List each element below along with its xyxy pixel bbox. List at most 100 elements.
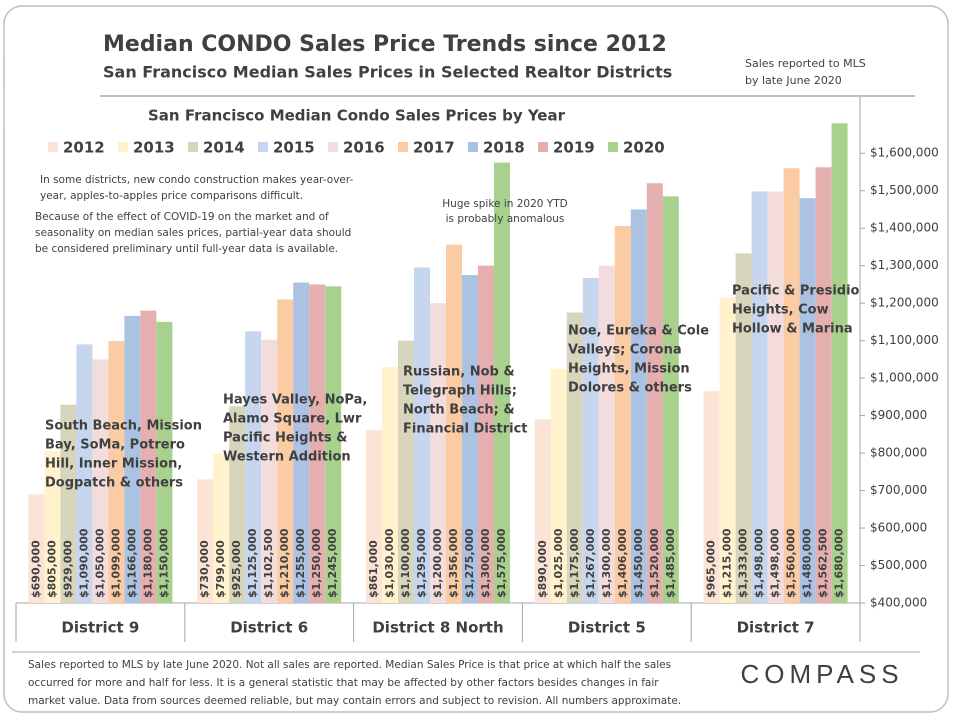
x-tick-label: District 8 North xyxy=(372,619,503,637)
bar xyxy=(430,303,446,603)
value-label: $730,000 xyxy=(198,540,211,598)
legend-label: 2013 xyxy=(133,139,175,157)
y-tick-label: $1,100,000 xyxy=(870,333,939,347)
value-label: $1,300,000 xyxy=(600,528,613,598)
legend-label: 2015 xyxy=(273,139,315,157)
logo: COMPASS xyxy=(740,659,903,689)
annotation: Bay, SoMa, Potrero xyxy=(45,438,185,453)
annotation: Russian, Nob & xyxy=(403,365,515,380)
value-label: $1,356,000 xyxy=(447,528,460,598)
bar xyxy=(783,168,800,603)
bar xyxy=(366,430,382,603)
value-label: $1,520,000 xyxy=(648,528,661,598)
bar xyxy=(197,479,214,603)
value-label: $1,050,000 xyxy=(93,528,106,598)
legend-label: 2017 xyxy=(413,139,455,157)
value-label: $1,030,000 xyxy=(383,528,396,598)
value-label: $1,450,000 xyxy=(632,528,645,598)
annotation: year, apples-to-apples price comparisons… xyxy=(40,190,303,202)
annotation: In some districts, new condo constructio… xyxy=(40,174,354,186)
annotation: Hill, Inner Mission, xyxy=(45,457,182,472)
bar xyxy=(478,265,494,603)
annotation: Huge spike in 2020 YTD xyxy=(442,198,567,210)
value-label: $925,000 xyxy=(230,540,243,598)
annotation: Alamo Square, Lwr xyxy=(223,412,362,427)
value-label: $890,000 xyxy=(536,540,549,598)
bar xyxy=(799,198,816,603)
value-label: $1,560,000 xyxy=(785,528,798,598)
value-label: $1,498,000 xyxy=(753,528,766,598)
bar xyxy=(446,244,462,603)
y-tick-label: $700,000 xyxy=(870,483,927,497)
bar xyxy=(767,191,784,603)
legend-swatch xyxy=(468,142,478,152)
bar xyxy=(494,162,510,603)
value-label: $1,102,500 xyxy=(262,528,275,598)
bar xyxy=(156,321,173,603)
bar xyxy=(213,453,230,603)
bar xyxy=(309,284,326,603)
annotation: Dogpatch & others xyxy=(45,476,183,491)
value-label: $1,406,000 xyxy=(616,528,629,598)
value-label: $1,215,000 xyxy=(721,528,734,598)
bar xyxy=(815,167,832,603)
bar xyxy=(325,286,342,603)
value-label: $1,485,000 xyxy=(664,528,677,598)
bar xyxy=(582,278,599,603)
annotation: Heights, Mission xyxy=(568,362,690,377)
bar xyxy=(108,341,125,603)
y-tick-label: $1,600,000 xyxy=(870,146,939,160)
bar xyxy=(60,404,77,603)
value-label: $805,000 xyxy=(45,540,58,598)
note: by late June 2020 xyxy=(745,74,842,87)
page-subtitle: San Francisco Median Sales Prices in Sel… xyxy=(103,63,672,82)
annotation: South Beach, Mission xyxy=(45,419,202,434)
y-tick-label: $1,300,000 xyxy=(870,258,939,272)
annotation: Pacific Heights & xyxy=(223,431,348,446)
value-label: $1,025,000 xyxy=(552,528,565,598)
value-label: $1,210,000 xyxy=(278,528,291,598)
bar xyxy=(662,196,679,603)
chart-title: San Francisco Median Condo Sales Prices … xyxy=(148,107,566,125)
bar xyxy=(92,359,109,603)
footer-text: market value. Data from sources deemed r… xyxy=(28,695,681,707)
bar xyxy=(831,123,848,604)
value-label: $1,255,000 xyxy=(294,528,307,598)
bar xyxy=(28,494,45,603)
bar xyxy=(646,183,663,604)
x-tick-label: District 9 xyxy=(61,619,139,637)
y-tick-label: $900,000 xyxy=(870,408,927,422)
legend-label: 2019 xyxy=(553,139,595,157)
value-label: $929,000 xyxy=(61,540,74,598)
x-tick-label: District 6 xyxy=(230,619,308,637)
annotation: Because of the effect of COVID-19 on the… xyxy=(35,211,329,223)
value-label: $1,267,000 xyxy=(584,528,597,598)
annotation: Telegraph Hills; xyxy=(403,384,517,399)
value-label: $1,498,000 xyxy=(769,528,782,598)
bar xyxy=(566,312,583,603)
y-tick-label: $1,400,000 xyxy=(870,221,939,235)
value-label: $799,000 xyxy=(214,540,227,598)
bar xyxy=(245,331,262,603)
footer-text: Sales reported to MLS by late June 2020.… xyxy=(28,659,671,671)
bar xyxy=(703,391,720,603)
value-label: $1,166,000 xyxy=(125,528,138,598)
bar xyxy=(751,191,768,603)
bar xyxy=(462,275,478,603)
legend-swatch xyxy=(258,142,268,152)
legend-swatch xyxy=(48,142,58,152)
value-label: $1,275,000 xyxy=(463,528,476,598)
bar xyxy=(229,406,246,603)
value-label: $690,000 xyxy=(29,540,42,598)
annotation: Heights, Cow xyxy=(732,303,829,318)
value-label: $1,099,000 xyxy=(109,528,122,598)
value-label: $1,480,000 xyxy=(801,528,814,598)
value-label: $1,562,500 xyxy=(817,528,830,598)
bar xyxy=(550,368,567,603)
bar xyxy=(124,315,141,603)
value-label: $1,180,000 xyxy=(141,528,154,598)
annotation: Pacific & Presidio xyxy=(732,284,860,299)
legend-swatch xyxy=(608,142,618,152)
legend-label: 2020 xyxy=(623,139,665,157)
